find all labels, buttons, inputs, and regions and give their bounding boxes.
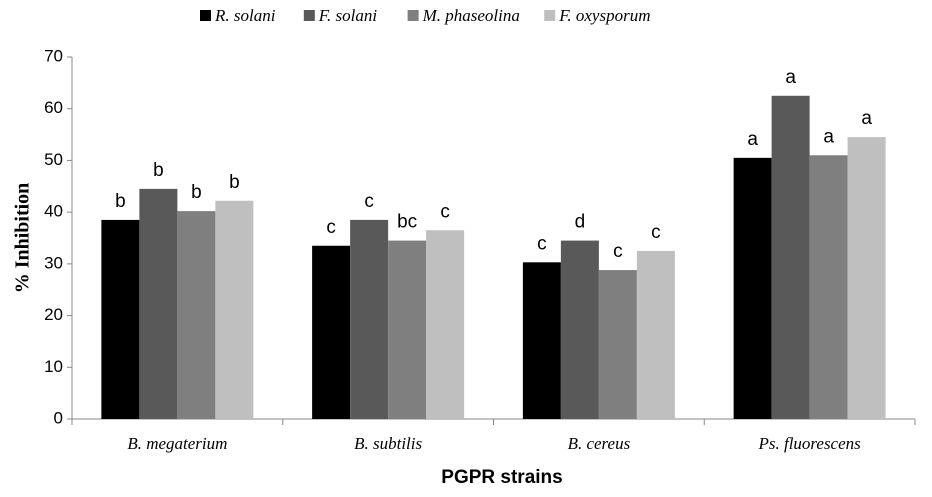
y-tick-label: 70 <box>44 46 63 65</box>
y-axis-title: % Inhibition <box>12 183 34 294</box>
bar-letter: c <box>651 222 661 243</box>
y-tick-label: 60 <box>44 98 63 117</box>
bar <box>139 188 178 419</box>
bar <box>733 157 772 420</box>
bar-letter: a <box>861 108 872 129</box>
bar <box>312 245 351 419</box>
bar-letter: bc <box>397 212 417 233</box>
bar-letter: c <box>364 191 374 212</box>
bar-letter: b <box>229 172 240 193</box>
bar <box>426 230 465 419</box>
bar-letter: c <box>537 233 547 254</box>
bar <box>771 95 810 420</box>
y-tick-label: 20 <box>44 305 63 324</box>
bar <box>522 262 561 419</box>
y-tick-label: 40 <box>44 202 63 221</box>
legend-swatch <box>544 10 556 21</box>
y-tick-label: 0 <box>54 408 63 427</box>
legend-swatch <box>303 10 315 21</box>
bar <box>177 211 216 419</box>
y-tick-label: 30 <box>44 253 63 272</box>
bar-letter: c <box>326 217 336 238</box>
legend-swatch <box>407 10 419 21</box>
x-axis-title: PGPR strains <box>441 467 562 488</box>
bar-letter: b <box>115 191 126 212</box>
bar-letter: d <box>575 212 586 233</box>
bar <box>598 270 637 419</box>
legend-swatch <box>200 10 211 21</box>
legend-label: R. solani <box>214 6 276 25</box>
legend-label: M. phaseolina <box>422 6 520 25</box>
bar <box>101 219 140 419</box>
bar-letter: b <box>153 160 164 181</box>
bar <box>809 155 848 419</box>
bar <box>350 219 389 419</box>
bar <box>388 240 427 419</box>
legend-label: F. solani <box>318 6 378 25</box>
x-tick-label: B. cereus <box>568 434 631 453</box>
bar <box>560 240 599 419</box>
y-tick-label: 50 <box>44 150 63 169</box>
bar-letter: a <box>785 67 796 88</box>
x-tick-label: B. subtilis <box>354 434 422 453</box>
bar <box>215 200 254 419</box>
bar-letter: c <box>613 241 623 262</box>
bar-letter: c <box>440 201 450 222</box>
y-tick-label: 10 <box>44 357 63 376</box>
legend-label: F. oxysporum <box>558 6 650 25</box>
x-tick-label: B. megaterium <box>127 434 227 453</box>
bar <box>847 137 886 419</box>
bar-letter: a <box>747 129 758 150</box>
x-tick-label: Ps. fluorescens <box>757 434 861 453</box>
bar <box>636 250 675 419</box>
bar-letter: a <box>823 126 834 147</box>
bar-letter: b <box>191 182 202 203</box>
